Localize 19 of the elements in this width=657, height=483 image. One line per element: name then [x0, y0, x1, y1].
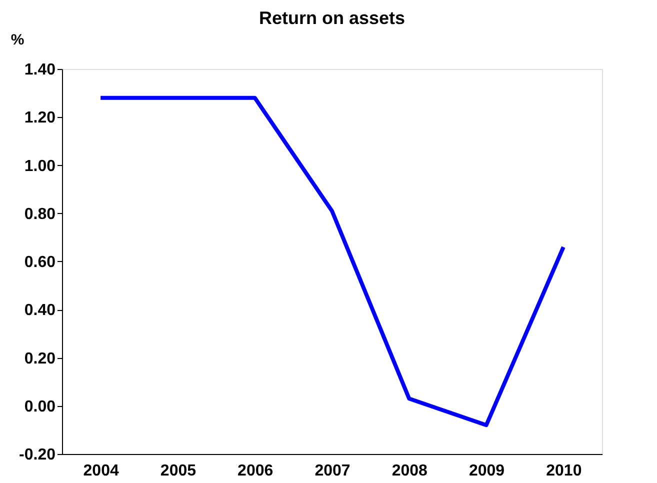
- y-tick-label: 0.40: [24, 302, 56, 320]
- y-tick-label: 0.80: [24, 206, 56, 223]
- x-tick-label: 2008: [392, 462, 428, 480]
- y-axis-title: %: [10, 32, 24, 48]
- y-tick-label: 0.60: [24, 254, 56, 271]
- y-tick-label: 1.00: [24, 158, 56, 175]
- y-tick-label: 0.20: [24, 350, 56, 368]
- x-tick-label: 2010: [546, 462, 582, 480]
- x-tick-label: 2005: [160, 462, 196, 480]
- y-tick-label: 0.00: [24, 398, 56, 416]
- y-tick-label: 1.20: [24, 110, 56, 127]
- chart-title: Return on assets: [258, 8, 406, 28]
- x-tick-label: 2006: [238, 462, 274, 480]
- x-tick-label: 2004: [83, 462, 119, 480]
- x-tick-label: 2009: [468, 462, 505, 480]
- x-tick-label: 2007: [314, 462, 350, 480]
- line-series: [98, 96, 566, 428]
- y-tick-label: 1.40: [24, 62, 56, 78]
- y-tick-label: -0.20: [19, 446, 56, 464]
